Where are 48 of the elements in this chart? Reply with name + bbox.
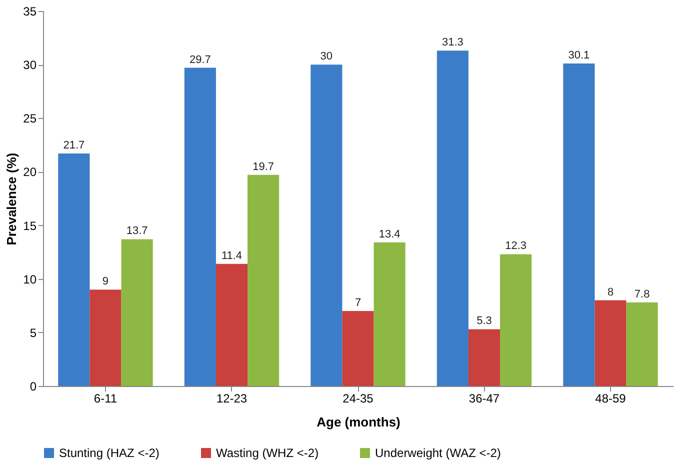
bar (563, 64, 595, 386)
y-tick-label: 25 (23, 112, 37, 126)
bar (248, 174, 280, 386)
data-label: 21.7 (63, 140, 85, 152)
legend-label: Underweight (WAZ <-2) (375, 446, 501, 460)
data-label: 13.4 (378, 228, 400, 240)
bar (90, 290, 122, 386)
bar (594, 300, 626, 386)
data-label: 11.4 (221, 250, 242, 262)
y-tick-label: 15 (23, 218, 37, 233)
data-label: 5.3 (476, 315, 492, 328)
x-tick-label: 12-23 (216, 392, 248, 406)
data-label: 29.7 (189, 54, 211, 66)
data-label: 12.3 (505, 240, 527, 252)
y-tick-label: 0 (30, 380, 37, 394)
bar (374, 242, 406, 386)
y-axis-title: Prevalence (%) (4, 152, 20, 246)
data-label: 7 (354, 297, 362, 309)
data-label: 31.3 (442, 36, 464, 49)
x-axis-title: Age (months) (316, 414, 400, 430)
bar (500, 254, 532, 386)
y-tick-label: 5 (30, 326, 37, 340)
bar (342, 311, 374, 386)
x-tick-label: 48-59 (595, 392, 626, 406)
data-label: 30.1 (568, 50, 590, 62)
data-label: 9 (102, 276, 109, 288)
x-tick-label: 6-11 (94, 392, 118, 406)
bar (310, 64, 342, 386)
data-label: 19.7 (252, 160, 274, 173)
legend-label: Stunting (HAZ <-2) (59, 446, 160, 460)
y-tick-label: 10 (23, 272, 37, 286)
bar (436, 50, 468, 386)
data-label: 13.7 (126, 225, 148, 238)
x-tick-label: 24-35 (342, 392, 374, 406)
x-tick-label: 36-47 (468, 392, 500, 406)
bar (626, 302, 658, 386)
bar (121, 239, 153, 386)
bar (58, 154, 90, 386)
y-tick-label: 30 (23, 58, 37, 72)
data-label: 7.8 (634, 288, 650, 300)
data-label: 30 (320, 50, 333, 63)
data-label: 8 (607, 286, 614, 298)
y-tick-label: 20 (23, 165, 37, 180)
y-tick-label: 35 (23, 4, 37, 18)
legend-label: Wasting (WHZ <-2) (216, 446, 319, 460)
bar (216, 264, 248, 386)
bar (468, 329, 500, 386)
bar (184, 68, 216, 386)
